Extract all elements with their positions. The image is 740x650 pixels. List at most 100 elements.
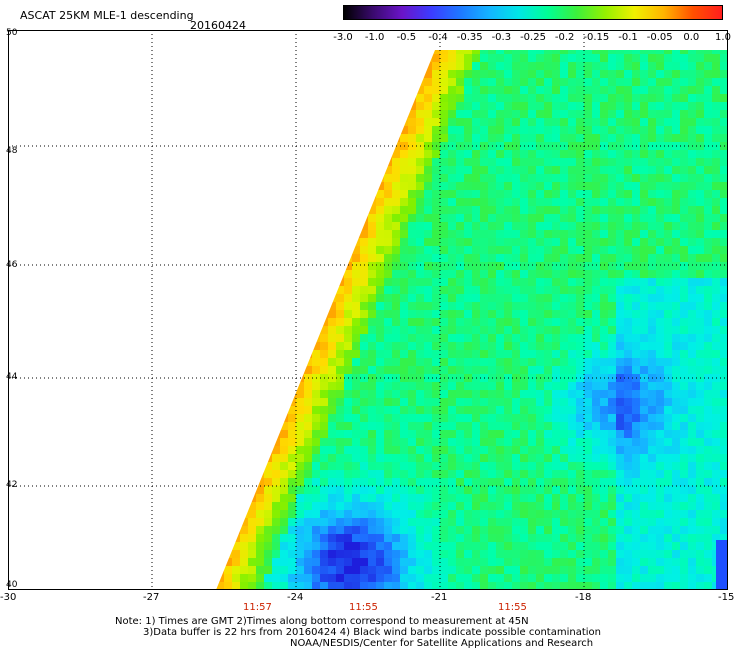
swath-cell (688, 70, 696, 78)
swath-cell (384, 166, 392, 174)
swath-cell (416, 134, 424, 142)
swath-cell (456, 78, 464, 86)
swath-cell (560, 534, 568, 542)
swath-cell (544, 318, 552, 326)
swath-cell (632, 294, 640, 302)
swath-cell (456, 566, 464, 574)
swath-cell (248, 398, 256, 406)
swath-cell (544, 174, 552, 182)
swath-cell (288, 182, 296, 190)
swath-cell (368, 214, 376, 222)
swath-cell (280, 350, 288, 358)
swath-cell (312, 30, 320, 38)
swath-cell (640, 390, 648, 398)
swath-cell (640, 350, 648, 358)
swath-cell (672, 70, 680, 78)
swath-cell (304, 294, 312, 302)
swath-cell (576, 286, 584, 294)
swath-cell (336, 510, 344, 518)
swath-cell (320, 470, 328, 478)
swath-cell (664, 398, 672, 406)
swath-cell (664, 94, 672, 102)
swath-cell (336, 574, 344, 582)
swath-cell (496, 134, 504, 142)
swath-cell (472, 454, 480, 462)
swath-cell (552, 302, 560, 310)
swath-cell (424, 70, 432, 78)
swath-cell (688, 254, 696, 262)
swath-cell (448, 198, 456, 206)
swath-cell (272, 518, 280, 526)
swath-cell (512, 422, 520, 430)
swath-cell (432, 174, 440, 182)
swath-cell (352, 454, 360, 462)
swath-cell (384, 582, 392, 590)
scatterometer-map (8, 30, 728, 590)
swath-cell (232, 526, 240, 534)
swath-cell (648, 470, 656, 478)
swath-cell (440, 190, 448, 198)
swath-cell (640, 206, 648, 214)
swath-cell (688, 510, 696, 518)
swath-cell (336, 182, 344, 190)
swath-cell (592, 542, 600, 550)
swath-cell (480, 334, 488, 342)
swath-cell (712, 182, 720, 190)
swath-cell (440, 526, 448, 534)
swath-cell (352, 446, 360, 454)
swath-cell (568, 222, 576, 230)
swath-cell (608, 174, 616, 182)
swath-cell (672, 206, 680, 214)
swath-cell (664, 574, 672, 582)
swath-cell (544, 382, 552, 390)
swath-cell (240, 462, 248, 470)
swath-cell (400, 222, 408, 230)
swath-cell (392, 390, 400, 398)
swath-cell (472, 526, 480, 534)
swath-cell (472, 518, 480, 526)
swath-cell (608, 54, 616, 62)
swath-cell (440, 550, 448, 558)
swath-cell (672, 326, 680, 334)
swath-cell (624, 422, 632, 430)
swath-cell (560, 50, 568, 54)
swath-cell (480, 342, 488, 350)
swath-cell (328, 414, 336, 422)
swath-cell (696, 302, 704, 310)
swath-cell (304, 414, 312, 422)
swath-cell (320, 174, 328, 182)
swath-cell (280, 550, 288, 558)
swath-cell (488, 166, 496, 174)
swath-cell (240, 230, 248, 238)
swath-cell (240, 222, 248, 230)
swath-cell (504, 494, 512, 502)
swath-cell (264, 126, 272, 134)
swath-cell (672, 278, 680, 286)
swath-cell (432, 414, 440, 422)
swath-cell (704, 342, 712, 350)
swath-cell (384, 334, 392, 342)
swath-cell (288, 238, 296, 246)
swath-cell (456, 246, 464, 254)
swath-cell (448, 134, 456, 142)
swath-cell (696, 342, 704, 350)
swath-cell (480, 78, 488, 86)
swath-cell (608, 126, 616, 134)
swath-cell (480, 254, 488, 262)
swath-cell (672, 158, 680, 166)
swath-cell (248, 30, 256, 38)
swath-cell (584, 550, 592, 558)
swath-cell (616, 550, 624, 558)
swath-cell (344, 86, 352, 94)
swath-cell (392, 78, 400, 86)
swath-cell (400, 478, 408, 486)
swath-cell (408, 486, 416, 494)
swath-cell (216, 206, 224, 214)
swath-cell (248, 406, 256, 414)
swath-cell (680, 198, 688, 206)
swath-cell (336, 70, 344, 78)
swath-cell (544, 30, 552, 38)
swath-cell (416, 454, 424, 462)
swath-cell (472, 38, 480, 46)
swath-cell (240, 198, 248, 206)
